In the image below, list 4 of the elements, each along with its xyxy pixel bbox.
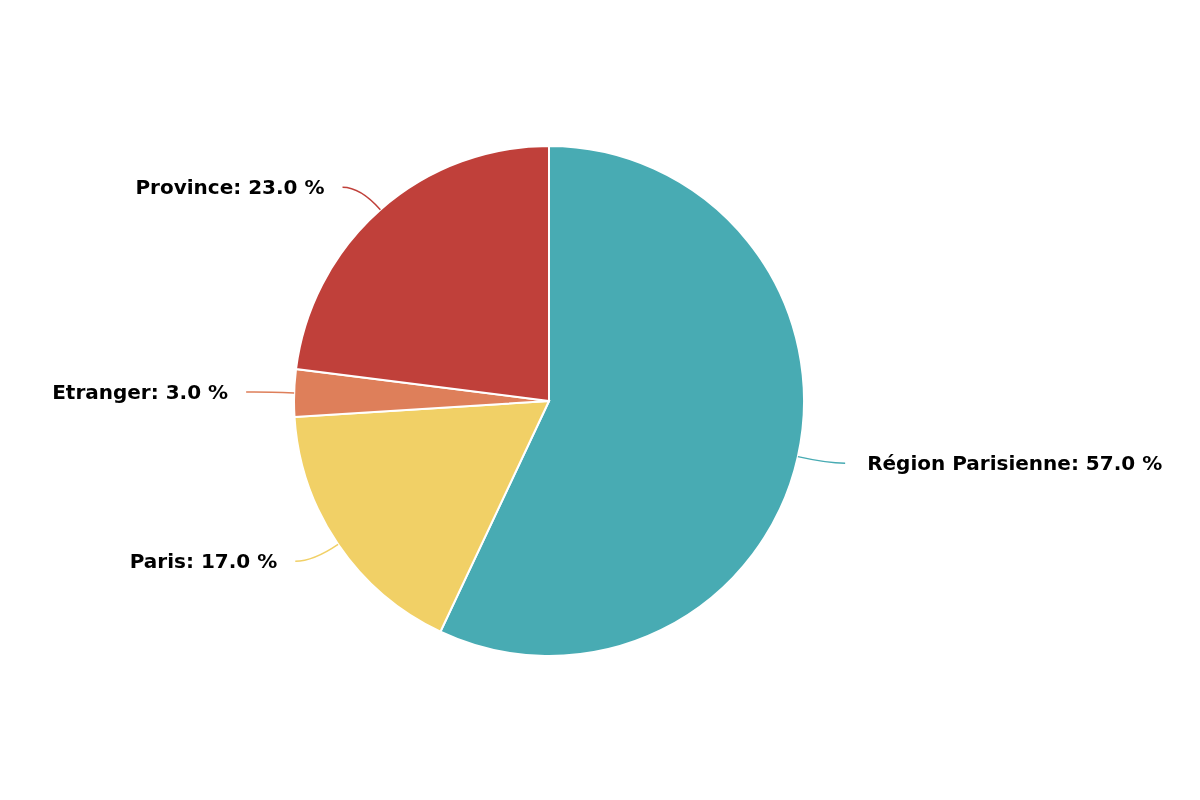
slice-label: Région Parisienne: 57.0 % [867, 451, 1163, 476]
slice-label: Paris: 17.0 % [129, 549, 278, 574]
slice-label: Province: 23.0 % [135, 175, 325, 200]
slice-label: Etranger: 3.0 % [52, 380, 229, 405]
